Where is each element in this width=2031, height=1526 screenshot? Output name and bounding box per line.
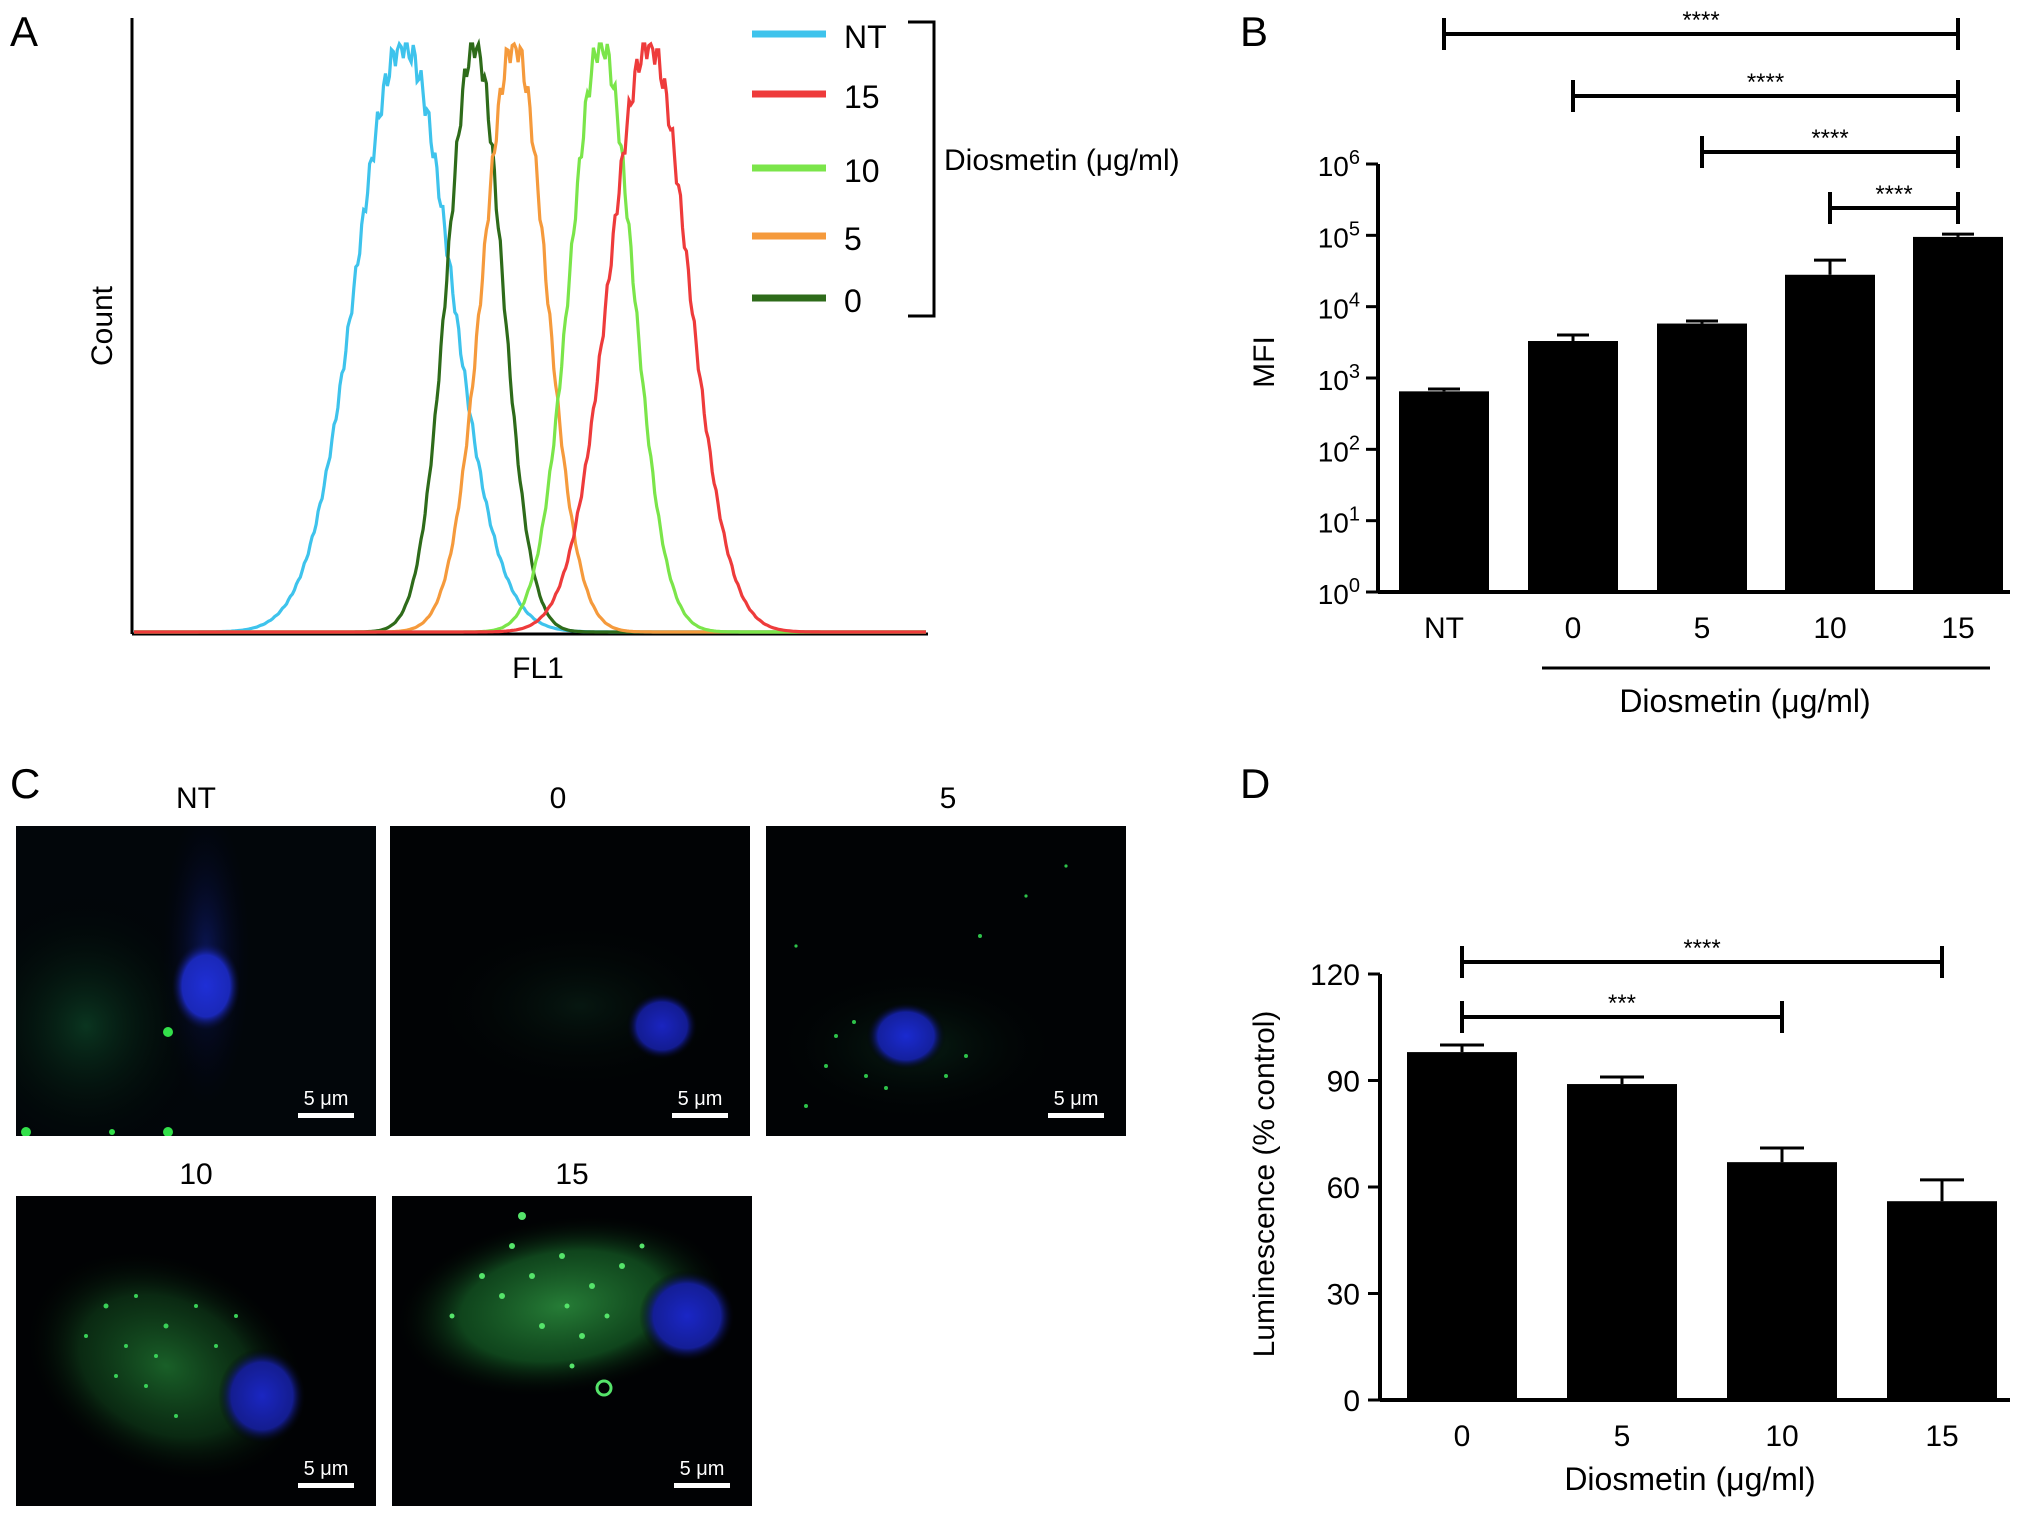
legend-label-15: 15 [844,79,880,115]
mfi-xtick-label-5: 5 [1694,612,1711,645]
luminescence-bar-chart: Luminescence (% control) Diosmetin (μg/m… [1248,935,2010,1497]
mfi-sig-label: **** [1747,69,1784,96]
micro-title-nt: NT [176,782,216,815]
mfi-sig-label: **** [1682,7,1719,34]
micro-title-5: 5 [939,782,957,815]
luminescence-sig-label: **** [1683,935,1720,962]
mfi-ytick-label: 106 [1318,147,1360,182]
mfi-bar-NT [1399,391,1489,592]
mfi-xtick-label-10: 10 [1813,612,1846,645]
micro-image-5: 5 μm [766,826,1126,1136]
micro-title-15: 15 [555,1158,589,1191]
luminescence-ytick-label: 0 [1343,1385,1360,1418]
micro-image-10: 5 μm [16,1196,376,1506]
luminescence-bar-0 [1407,1052,1517,1400]
luminescence-xtick-label-10: 10 [1765,1420,1798,1453]
histogram-curves [134,38,926,634]
micro-title-10: 10 [179,1158,213,1191]
scale-bar-0: 5 μm [672,1088,728,1118]
panel-c-letter: C [10,760,41,807]
luminescence-xtick-label-5: 5 [1614,1420,1631,1453]
mfi-bars: NT 0 5 10 15 [1399,232,2003,645]
mfi-ytick-label: 105 [1318,218,1360,253]
panel-d-letter: D [1240,760,1271,807]
luminescence-xtick-label-15: 15 [1925,1420,1958,1453]
mfi-ytick-label: 104 [1318,290,1360,325]
mfi-ylabel: MFI [1248,336,1281,388]
luminescence-ticks: 0 30 60 90 120 [1310,959,1380,1418]
histogram-xlabel: FL1 [512,652,564,685]
luminescence-bar-5 [1567,1084,1677,1400]
luminescence-xtick-label-0: 0 [1454,1420,1471,1453]
legend-bracket-label: Diosmetin (μg/ml) [944,144,1180,177]
legend-label-5: 5 [844,221,862,257]
mfi-ytick-label: 100 [1318,575,1360,610]
mfi-xtick-label-0: 0 [1565,612,1582,645]
mfi-sig-label: **** [1811,125,1848,152]
legend-label-NT: NT [844,19,887,55]
micro-image-0: 5 μm [390,826,750,1136]
micro-image-15: 5 μm [392,1196,752,1506]
mfi-bar-15 [1913,236,2003,593]
scale-bar-nt: 5 μm [298,1088,354,1118]
luminescence-significance: ******* [1460,935,1944,1033]
mfi-ticks: 100 101 102 103 104 105 106 [1318,147,1378,610]
micro-image-nt: 5 μm [16,826,376,1136]
histogram-ylabel: Count [86,285,119,366]
luminescence-bar-10 [1727,1162,1837,1400]
mfi-ytick-label: 103 [1318,361,1360,396]
luminescence-ytick-label: 120 [1310,959,1360,992]
mfi-xgroup-label: Diosmetin (μg/ml) [1619,683,1870,719]
mfi-bar-0 [1528,341,1618,592]
mfi-ytick-label: 101 [1318,504,1360,539]
legend-label-10: 10 [844,153,880,189]
legend-label-0: 0 [844,283,862,319]
panel-a-letter: A [10,8,39,55]
scale-bar-15: 5 μm [674,1458,730,1488]
luminescence-xlabel: Diosmetin (μg/ml) [1564,1461,1815,1497]
mfi-ytick-label: 102 [1318,432,1360,467]
histogram-legend: NT 15 10 5 0 [752,19,887,319]
panel-b-letter: B [1240,8,1269,55]
scale-bar-5: 5 μm [1048,1088,1104,1118]
legend-bracket [908,20,936,318]
luminescence-sig-label: *** [1608,990,1636,1017]
luminescence-ytick-label: 30 [1327,1279,1360,1312]
mfi-significance: **** **** **** **** [1442,7,1960,224]
luminescence-ylabel: Luminescence (% control) [1248,1011,1281,1358]
histogram-chart: Count FL1 NT 15 10 5 0 Diosmetin (μg/ml) [86,18,1180,685]
luminescence-bars: 0 5 10 15 [1407,1043,1997,1453]
mfi-sig-label: **** [1875,181,1912,208]
scale-bar-10: 5 μm [298,1458,354,1488]
mfi-xtick-label-15: 15 [1941,612,1974,645]
luminescence-bar-15 [1887,1201,1997,1400]
mfi-xtick-label-NT: NT [1424,612,1464,645]
micro-title-0: 0 [549,782,567,815]
luminescence-ytick-label: 90 [1327,1066,1360,1099]
luminescence-ytick-label: 60 [1327,1172,1360,1205]
mfi-bar-5 [1657,323,1747,592]
histogram-curve-15 [134,41,926,634]
mfi-bar-10 [1785,274,1875,592]
